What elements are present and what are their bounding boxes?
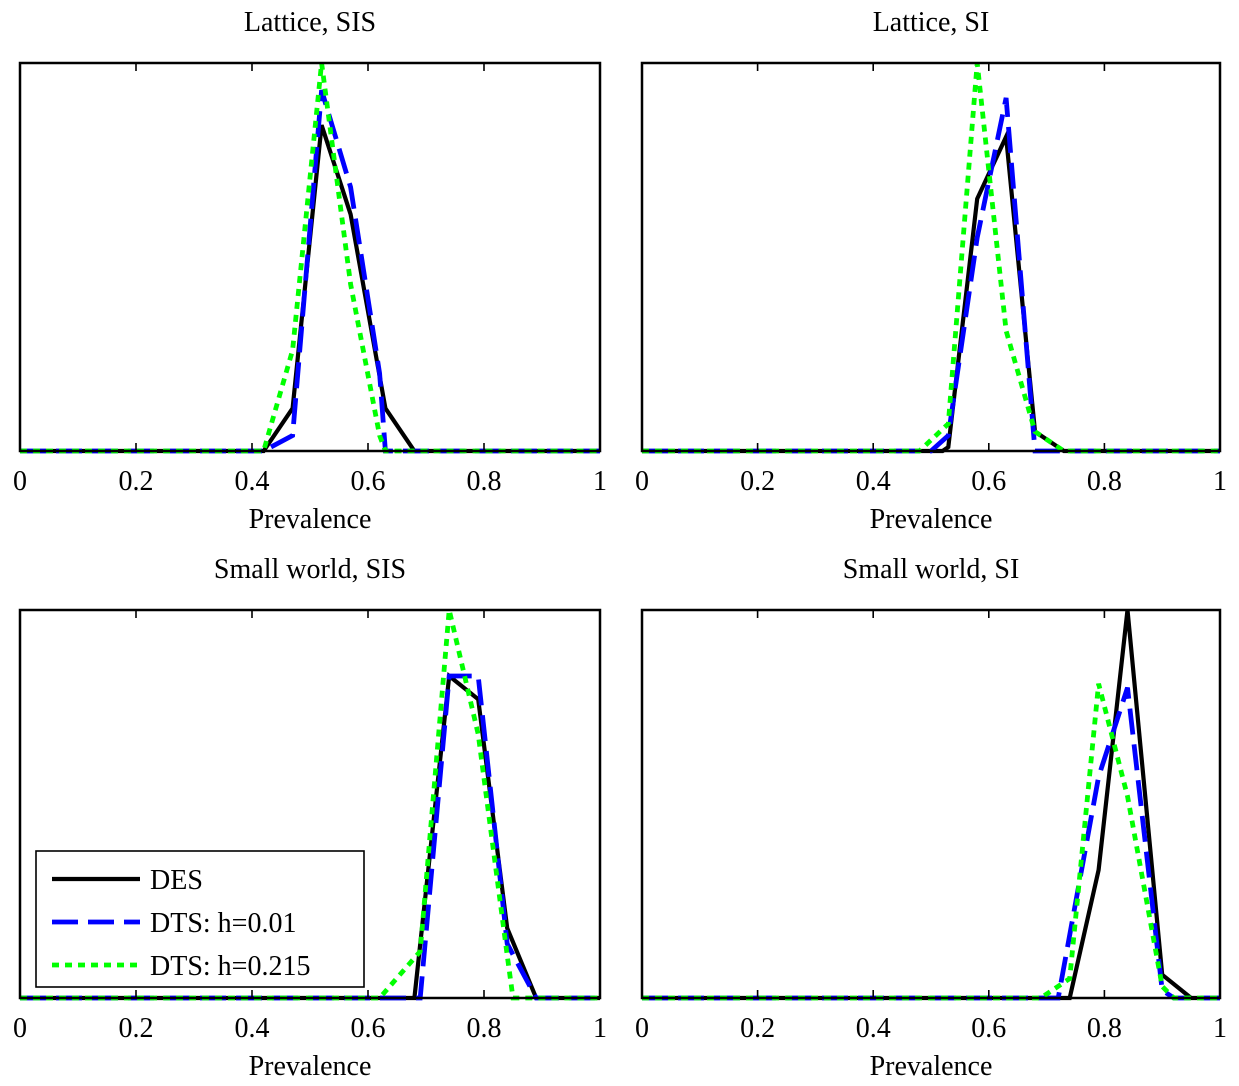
series-line-dts-0215 [20, 62, 600, 454]
x-tick-label: 0.4 [235, 1013, 270, 1044]
chart-title: Small world, SI [843, 554, 1020, 585]
x-tick-label: 0 [13, 466, 27, 497]
series-line-dts-001 [642, 97, 1220, 454]
x-tick-label: 0.2 [740, 466, 775, 497]
legend-label: DES [150, 865, 203, 896]
x-tick-label: 0.8 [1087, 466, 1122, 497]
chart-title: Lattice, SIS [244, 7, 376, 38]
panel-small-world-sis: Small world, SIS 0 0.2 0.4 0.6 0.8 1 Prevalence [13, 554, 607, 1082]
x-tick-label: 0.2 [740, 1013, 775, 1044]
series-line-dts-0215 [20, 609, 600, 1001]
x-axis-label: Prevalence [870, 504, 993, 535]
plot-frame [18, 61, 602, 453]
series-line-des [642, 128, 1220, 454]
x-tick-label: 0.6 [351, 1013, 386, 1044]
chart-title: Small world, SIS [214, 554, 406, 585]
plot-frame [18, 608, 602, 1000]
x-axis-label: Prevalence [249, 1051, 372, 1082]
x-tick-label: 0.8 [1087, 1013, 1122, 1044]
legend-label: DTS: h=0.215 [150, 951, 310, 982]
x-axis-label: Prevalence [870, 1051, 993, 1082]
x-tick-label: 0 [635, 466, 649, 497]
legend: DES DTS: h=0.01 DTS: h=0.215 [35, 850, 365, 988]
x-tick-label: 0.6 [351, 466, 386, 497]
chart-title: Lattice, SI [873, 7, 990, 38]
series-line-des [642, 609, 1220, 1001]
x-axis-label: Prevalence [249, 504, 372, 535]
x-tick-label: 0.2 [119, 1013, 154, 1044]
series-line-dts-0215 [642, 683, 1220, 1001]
x-tick-label: 0.4 [856, 1013, 891, 1044]
x-tick-label: 0 [635, 1013, 649, 1044]
x-tick-label: 0.2 [119, 466, 154, 497]
x-tick-label: 0 [13, 1013, 27, 1044]
x-tick-label: 1 [1213, 466, 1227, 497]
x-tick-label: 0.8 [467, 1013, 502, 1044]
x-tick-label: 1 [593, 466, 607, 497]
panel-lattice-si: Lattice, SI 0 0.2 0.4 0.6 0.8 1 Prevalence [635, 7, 1227, 535]
panel-lattice-sis: Lattice, SIS 0 0.2 0.4 0.6 0.8 1 Prevalence [13, 7, 607, 535]
x-tick-label: 0.8 [467, 466, 502, 497]
legend-box [35, 850, 365, 988]
x-tick-label: 1 [1213, 1013, 1227, 1044]
series-line-dts-0215 [642, 62, 1220, 454]
series-line-dts-001 [20, 89, 600, 454]
legend-label: DTS: h=0.01 [150, 908, 296, 939]
x-tick-label: 0.6 [971, 466, 1006, 497]
x-tick-label: 1 [593, 1013, 607, 1044]
plot-frame [640, 61, 1222, 453]
x-tick-label: 0.6 [971, 1013, 1006, 1044]
x-tick-label: 0.4 [235, 466, 270, 497]
x-tick-label: 0.4 [856, 466, 891, 497]
plot-frame [640, 608, 1222, 1000]
panel-small-world-si: Small world, SI 0 0.2 0.4 0.6 0.8 1 Prevalence [635, 554, 1227, 1082]
series-line-dts-001 [642, 686, 1220, 1001]
